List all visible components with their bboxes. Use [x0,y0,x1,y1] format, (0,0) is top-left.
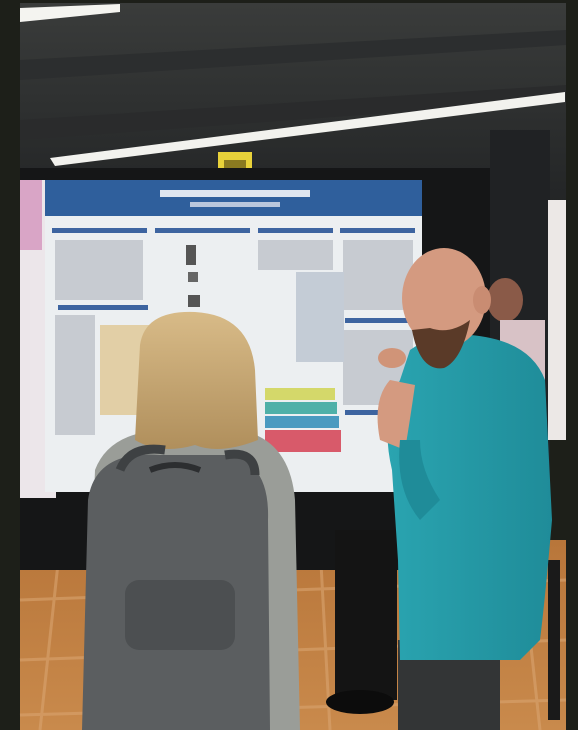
ceiling-beam [20,30,566,80]
man-beard [412,320,470,369]
shoe [326,690,394,714]
man-ear [473,286,491,314]
woman-hair [135,311,258,449]
stand-leg [548,560,560,720]
backpack-pocket [125,580,235,650]
ceiling-light [20,4,120,22]
poster-authors [190,202,280,207]
poster [548,200,566,440]
man-shirt [387,335,552,660]
booth-sign-text [224,160,246,168]
poster-title [160,190,310,197]
man-hands [377,380,415,450]
person-legs [335,530,397,700]
man-head [402,248,486,348]
ceiling-beam [20,85,566,140]
ceiling-light [50,92,565,166]
backpack-strap [224,449,260,476]
backpack-handle [148,462,202,473]
poster-section-bars [52,228,415,415]
poster-table [296,272,344,362]
poster-chart [265,388,341,452]
man-sleeve [399,440,440,520]
man-hand [378,348,406,368]
poster-image [20,180,42,250]
poster-header [45,180,422,216]
backpack-strap [115,444,166,472]
poster-figures [186,245,200,307]
person-head [487,278,523,322]
